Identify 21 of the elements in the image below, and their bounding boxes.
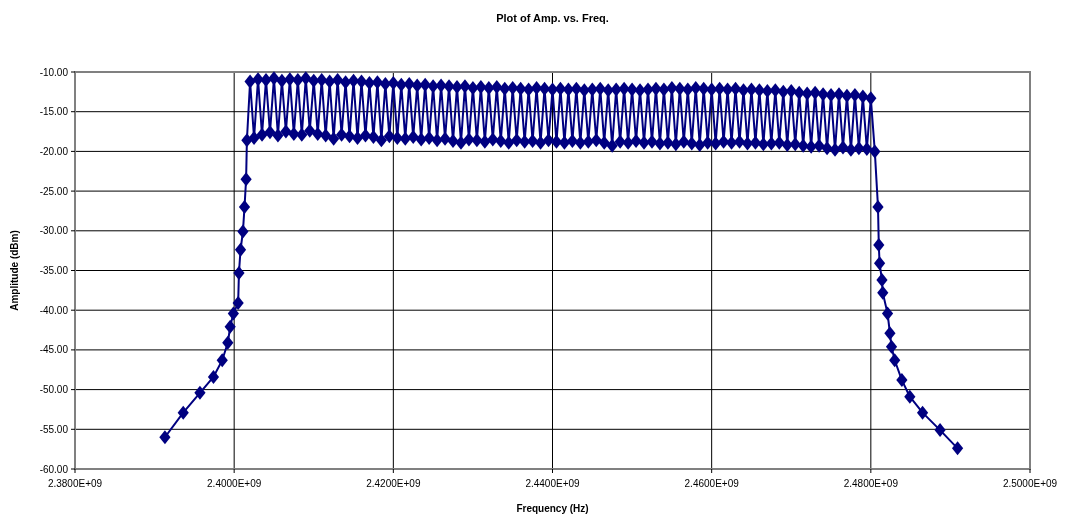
x-tick-label: 2.4200E+09: [366, 478, 421, 489]
x-tick-label: 2.4000E+09: [207, 478, 262, 489]
y-tick-label: -35.00: [39, 265, 69, 276]
y-tick-label: -40.00: [39, 304, 69, 316]
y-axis-title: Amplitude (dBm): [9, 230, 20, 311]
x-tick-label: 2.3800E+09: [47, 478, 103, 489]
chart-title: Plot of Amp. vs. Freq.: [496, 12, 609, 24]
y-tick-label: -60.00: [39, 463, 69, 475]
y-tick-label: -50.00: [39, 384, 69, 396]
y-tick-label: -10.00: [39, 66, 69, 78]
x-axis-title: Frequency (Hz): [516, 503, 589, 514]
y-tick-label: -15.00: [39, 106, 69, 118]
y-tick-label: -30.00: [39, 225, 69, 237]
x-tick-label: 2.4400E+09: [525, 478, 581, 489]
y-tick-label: -20.00: [39, 145, 69, 157]
x-tick-label: 2.5000E+09: [1002, 478, 1058, 489]
y-tick-label: -25.00: [39, 185, 69, 197]
x-tick-label: 2.4600E+09: [684, 478, 740, 489]
y-tick-label: -55.00: [39, 423, 69, 435]
y-tick-label: -45.00: [39, 344, 69, 356]
x-tick-label: 2.4800E+09: [843, 478, 899, 489]
